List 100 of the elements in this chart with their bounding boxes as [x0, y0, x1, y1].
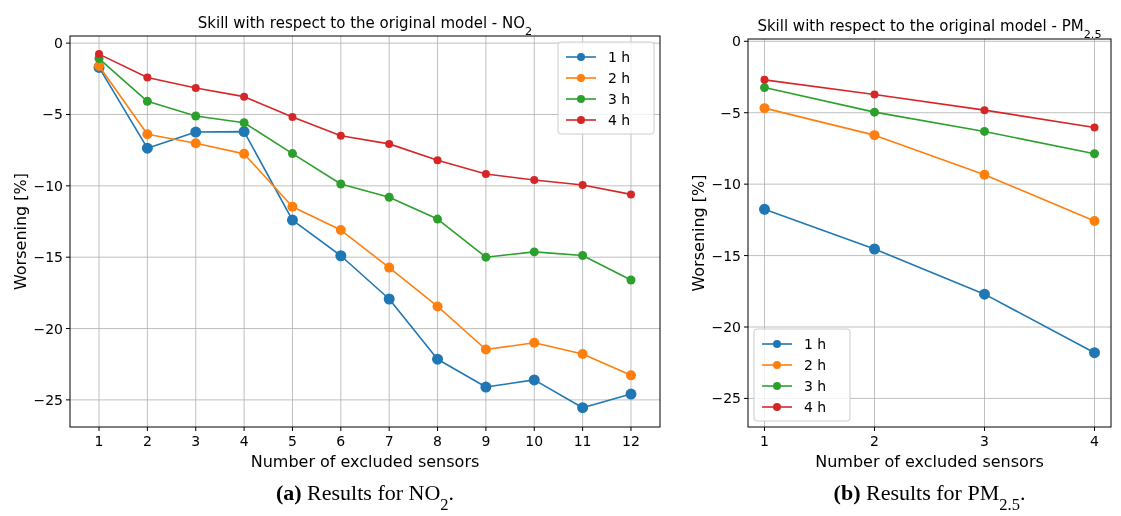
y-axis-title: Worsening [%]: [689, 174, 708, 292]
y-tick-label: 0: [54, 35, 63, 52]
y-tick-label: −25: [33, 391, 63, 408]
y-tick-label: −5: [42, 106, 63, 123]
x-tick-label: 2: [142, 433, 152, 449]
point: [384, 192, 394, 202]
point: [433, 156, 442, 165]
y-tick-label: −5: [720, 104, 741, 121]
legend-label: 4 h: [608, 112, 631, 128]
point: [578, 180, 587, 189]
y-tick-label: −20: [711, 319, 741, 335]
point: [287, 201, 298, 212]
x-tick-label: 3: [980, 433, 989, 449]
legend-label: 3 h: [608, 91, 631, 107]
point: [869, 243, 880, 255]
point: [190, 126, 202, 138]
point: [141, 142, 153, 154]
point: [1090, 149, 1099, 159]
y-tick-label: −15: [33, 249, 63, 266]
point: [240, 92, 249, 101]
point: [433, 214, 443, 224]
point: [870, 107, 879, 117]
x-tick-label: 2: [870, 433, 879, 449]
point: [481, 252, 491, 262]
point: [142, 96, 152, 106]
point: [529, 247, 539, 257]
y-tick-label: 0: [732, 33, 741, 50]
point: [336, 179, 346, 189]
point: [530, 175, 539, 184]
point: [626, 275, 636, 285]
point: [1089, 347, 1100, 359]
point: [239, 148, 250, 159]
y-tick-label: −25: [711, 390, 741, 407]
point: [95, 50, 104, 59]
legend-label: 2 h: [804, 357, 827, 373]
x-tick-label: 10: [525, 433, 544, 449]
point: [288, 113, 297, 122]
point: [625, 388, 637, 400]
point: [335, 250, 347, 262]
chart-title: Skill with respect to the original model - NO$_{2}$: [197, 14, 533, 38]
point: [577, 402, 589, 414]
y-axis-title: Worsening [%]: [11, 172, 30, 291]
point: [335, 225, 346, 236]
x-tick-label: 11: [573, 433, 592, 449]
legend-label: 4 h: [804, 399, 827, 415]
y-tick-label: −10: [711, 176, 741, 193]
chart-title: Skill with respect to the original model - PM$_{2.5}$: [757, 17, 1102, 41]
point: [759, 203, 770, 215]
point: [481, 169, 490, 178]
point: [759, 103, 770, 114]
point: [239, 118, 249, 128]
x-tick-label: 4: [1090, 433, 1100, 449]
point: [480, 344, 491, 355]
point: [383, 293, 395, 305]
point: [979, 169, 990, 180]
point: [577, 348, 588, 359]
point: [529, 337, 540, 348]
point: [980, 126, 989, 136]
point: [760, 83, 769, 93]
point: [142, 129, 153, 140]
point: [578, 250, 588, 260]
point: [626, 190, 635, 199]
point: [480, 381, 492, 393]
x-axis-title: Number of excluded sensors: [250, 452, 480, 471]
x-tick-label: 5: [288, 433, 297, 449]
legend-label: 3 h: [804, 378, 827, 394]
x-tick-label: 4: [239, 433, 249, 449]
text: (a) Results for NO$_{2}$.: [275, 480, 455, 514]
point: [286, 214, 298, 226]
point: [432, 353, 444, 365]
x-axis-title: Number of excluded sensors: [815, 452, 1044, 471]
legend-label: 2 h: [608, 70, 631, 86]
x-tick-label: 9: [481, 433, 491, 449]
x-tick-label: 1: [760, 433, 769, 449]
point: [336, 131, 345, 140]
point: [384, 262, 395, 273]
y-tick-label: −20: [33, 320, 63, 337]
point: [1090, 123, 1099, 132]
point: [287, 149, 297, 159]
point: [760, 75, 769, 84]
x-tick-label: 7: [384, 433, 394, 449]
x-tick-label: 3: [191, 433, 201, 449]
point: [191, 83, 200, 92]
point: [980, 106, 989, 115]
point: [979, 288, 990, 300]
x-tick-label: 6: [336, 433, 346, 449]
point: [191, 111, 201, 121]
point: [625, 370, 636, 381]
x-tick-label: 1: [94, 433, 104, 449]
point: [432, 301, 443, 312]
point: [869, 130, 880, 141]
x-tick-label: 12: [622, 433, 640, 449]
legend-label: 1 h: [608, 49, 631, 65]
point: [385, 139, 394, 148]
point: [190, 138, 201, 149]
x-tick-label: 8: [433, 433, 442, 449]
point: [870, 90, 879, 99]
legend-label: 1 h: [804, 336, 827, 352]
point: [238, 126, 250, 138]
text: (b) Results for PM$_{2.5}$.: [833, 480, 1026, 514]
